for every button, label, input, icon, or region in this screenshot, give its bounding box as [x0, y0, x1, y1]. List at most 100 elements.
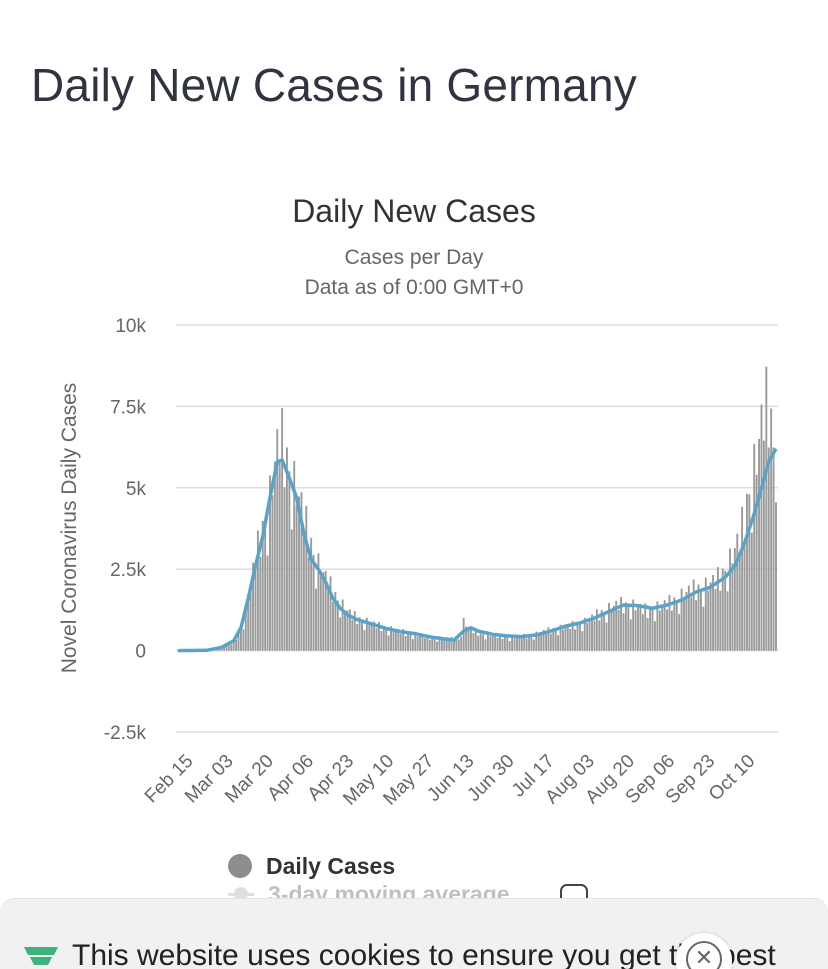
daily-case-bar — [390, 626, 392, 651]
daily-case-bar — [615, 600, 618, 651]
daily-case-bar — [373, 621, 376, 651]
daily-cases-chart: Daily New Cases Cases per Day Data as of… — [58, 193, 778, 810]
daily-case-bar — [489, 636, 492, 651]
daily-case-bar — [332, 601, 334, 651]
daily-case-bar — [675, 600, 678, 651]
daily-case-bar — [552, 628, 555, 651]
daily-case-bar — [719, 590, 722, 651]
daily-case-bar — [697, 584, 700, 651]
daily-case-bar — [622, 613, 625, 651]
daily-case-bar — [743, 539, 746, 651]
daily-case-bar — [288, 471, 291, 651]
daily-case-bar — [767, 447, 770, 651]
daily-case-bar — [281, 408, 284, 651]
daily-case-bar — [426, 634, 429, 651]
daily-case-bar — [760, 404, 763, 651]
daily-case-bar — [363, 630, 366, 651]
daily-case-bar — [399, 633, 402, 651]
page-title: Daily New Cases in Germany — [31, 59, 637, 111]
daily-case-bar — [385, 628, 388, 651]
daily-case-bar — [482, 634, 484, 651]
daily-case-bar — [443, 638, 446, 651]
daily-case-bar — [378, 621, 380, 651]
daily-case-bar — [249, 583, 252, 651]
cookie-icon — [24, 947, 58, 965]
daily-case-bar — [419, 635, 422, 651]
daily-case-bar — [644, 603, 647, 651]
daily-case-bar — [235, 640, 238, 651]
daily-case-bar — [496, 637, 499, 651]
daily-case-bar — [327, 590, 330, 651]
daily-cases-bars — [177, 366, 777, 652]
daily-case-bar — [440, 639, 443, 651]
daily-case-bar — [753, 443, 756, 651]
legend-dot-icon — [228, 854, 252, 878]
daily-case-bar — [574, 629, 576, 651]
daily-case-bar — [276, 429, 279, 651]
daily-case-bar — [765, 366, 768, 651]
daily-case-bar — [218, 648, 221, 651]
daily-case-bar — [685, 591, 688, 651]
y-tick-label: 2.5k — [110, 560, 146, 581]
daily-case-bar — [729, 548, 731, 651]
daily-case-bar — [436, 641, 438, 651]
daily-case-bar — [295, 505, 298, 651]
legend-item-daily-cases[interactable]: Daily Cases — [228, 852, 510, 880]
daily-case-bar — [736, 533, 739, 651]
daily-case-bar — [264, 523, 267, 651]
daily-case-bar — [658, 610, 661, 651]
daily-case-bar — [356, 623, 359, 651]
daily-case-bar — [549, 633, 552, 651]
daily-case-bar — [397, 628, 400, 651]
daily-case-bar — [683, 599, 685, 651]
daily-case-bar — [516, 636, 518, 651]
daily-case-bar — [733, 548, 736, 651]
daily-case-bar — [772, 447, 775, 651]
daily-case-bar — [673, 597, 676, 651]
daily-case-bar — [562, 629, 564, 651]
daily-case-bar — [678, 614, 681, 651]
daily-case-bar — [247, 602, 250, 651]
daily-case-bar — [329, 576, 332, 651]
daily-case-bar — [252, 562, 254, 651]
daily-case-bar — [649, 607, 652, 651]
daily-case-bar — [467, 626, 470, 651]
daily-case-bar — [232, 638, 235, 651]
daily-case-bar — [365, 617, 368, 651]
daily-case-bar — [726, 591, 729, 651]
daily-case-bar — [227, 643, 230, 651]
y-tick-label: 0 — [135, 642, 146, 663]
daily-case-bar — [661, 605, 664, 651]
daily-case-bar — [547, 627, 550, 651]
daily-case-bar — [453, 641, 455, 651]
daily-case-bar — [518, 635, 521, 651]
daily-case-bar — [523, 633, 526, 651]
daily-case-bar — [484, 639, 487, 651]
daily-case-bar — [225, 645, 228, 651]
daily-case-bar — [244, 606, 247, 651]
daily-case-bar — [503, 635, 506, 651]
daily-case-bar — [569, 629, 572, 651]
daily-case-bar — [278, 460, 281, 651]
daily-case-bar — [603, 611, 606, 651]
daily-case-bar — [368, 624, 371, 651]
daily-case-bar — [240, 627, 242, 651]
daily-case-bar — [223, 646, 225, 651]
daily-case-bar — [525, 638, 528, 651]
daily-case-bar — [748, 494, 751, 651]
daily-case-bar — [351, 619, 354, 651]
chart-title: Daily New Cases — [292, 193, 536, 229]
y-axis-label: Novel Coronavirus Daily Cases — [58, 383, 81, 674]
daily-case-bar — [293, 460, 296, 651]
daily-case-bar — [424, 638, 426, 651]
daily-case-bar — [641, 614, 644, 651]
daily-case-bar — [746, 493, 748, 651]
daily-case-bar — [663, 600, 666, 651]
daily-case-bar — [298, 496, 300, 651]
daily-case-bar — [637, 606, 639, 651]
daily-case-bar — [605, 622, 608, 651]
daily-case-bar — [586, 622, 589, 651]
daily-case-bar — [230, 644, 233, 651]
daily-case-bar — [315, 588, 317, 651]
